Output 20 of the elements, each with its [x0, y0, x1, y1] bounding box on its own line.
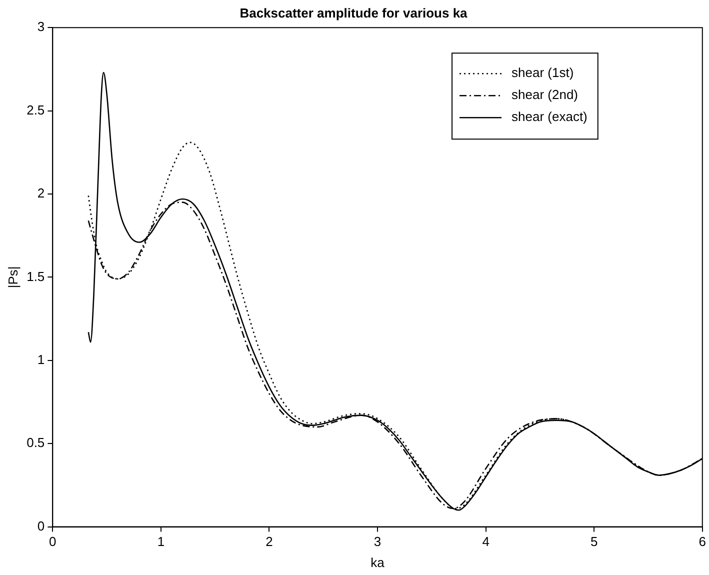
x-tick-label: 6	[698, 534, 706, 550]
y-tick-label: 1	[37, 352, 45, 367]
legend-label: shear (2nd)	[512, 87, 578, 102]
x-tick-label: 2	[266, 534, 273, 550]
y-tick-label: 1.5	[26, 268, 45, 284]
x-tick-label: 5	[590, 534, 598, 550]
x-tick-label: 1	[157, 534, 165, 550]
x-tick-label: 4	[482, 534, 490, 550]
y-tick-label: 3	[37, 19, 45, 34]
y-tick-label: 0.5	[26, 435, 45, 450]
x-tick-label: 0	[49, 534, 56, 550]
chart-title: Backscatter amplitude for various ka	[240, 5, 468, 20]
y-tick-label: 0	[37, 518, 45, 534]
legend-label: shear (exact)	[512, 109, 588, 124]
y-tick-label: 2.5	[26, 102, 45, 118]
y-axis-title: |Ps|	[5, 266, 20, 288]
y-tick-label: 2	[37, 186, 45, 201]
x-axis-title: ka	[370, 554, 386, 570]
legend-label: shear (1st)	[512, 65, 574, 80]
x-tick-label: 3	[374, 534, 382, 550]
